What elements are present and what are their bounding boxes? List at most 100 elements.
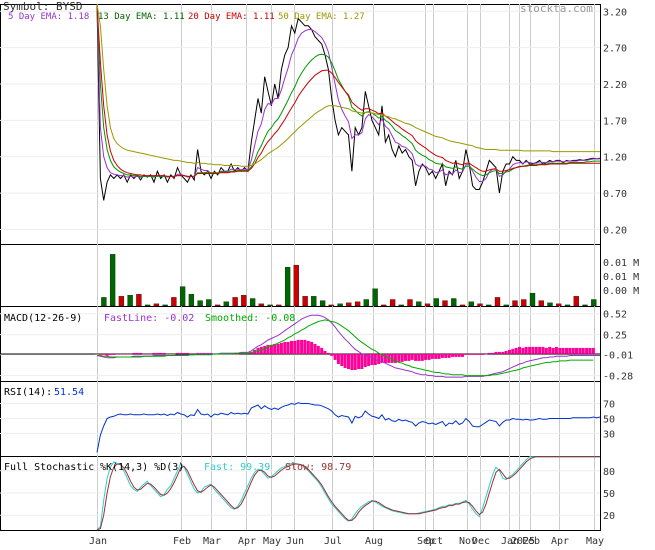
volume-bar — [109, 254, 116, 307]
macd-hist-bar — [326, 352, 330, 354]
x-tick-label: Apr — [238, 536, 256, 546]
macd-hist-bar — [504, 350, 508, 354]
volume-bar — [197, 300, 203, 307]
macd-hist-bar — [263, 345, 267, 354]
ema20-line — [96, 3, 600, 177]
macd-hist-bar — [182, 352, 186, 354]
macd-hist-bar — [286, 341, 290, 354]
volume-bar — [573, 296, 579, 307]
macd-hist-bar — [233, 353, 236, 355]
volume-bar — [512, 300, 518, 307]
macd-hist-bar — [159, 352, 163, 354]
volume-bar — [302, 296, 308, 307]
macd-hist-bar — [578, 347, 582, 354]
volume-bar — [521, 299, 527, 307]
macd-hist-bar — [541, 346, 545, 354]
macd-hist-bar — [95, 353, 99, 355]
macd-hist-bar — [162, 352, 166, 354]
macd-hist-bar — [266, 344, 270, 354]
macd-hist-bar — [340, 353, 344, 366]
rsi-title: RSI(14): — [4, 387, 52, 398]
macd-hist-bar — [122, 353, 126, 355]
volume-bar — [249, 298, 256, 307]
macd-hist-bar — [558, 347, 562, 354]
volume-bar — [136, 294, 142, 307]
volume-bar — [188, 294, 195, 307]
volume-bar — [503, 304, 509, 307]
macd-title: MACD(12-26-9) — [4, 313, 82, 324]
volume-bar — [591, 299, 597, 307]
y-tick-label: 50 — [603, 415, 615, 426]
macd-hist-bar — [306, 340, 310, 354]
volume-bar — [459, 304, 466, 307]
volume-bar — [398, 304, 404, 307]
macd-hist-bar — [320, 347, 324, 354]
macd-hist-bar — [464, 353, 468, 355]
macd-hist-bar — [269, 344, 273, 354]
y-tick-label: 30 — [603, 430, 615, 441]
macd-hist-bar — [276, 343, 280, 354]
macd-slow-label: Smoothed: -0.08 — [205, 313, 295, 324]
macd-hist-bar — [119, 353, 122, 355]
volume-bar — [118, 296, 125, 307]
macd-hist-bar — [400, 353, 404, 362]
macd-hist-bar — [142, 353, 146, 355]
volume-bar — [144, 304, 151, 307]
brand-label: stockta.com — [520, 2, 593, 15]
macd-fast-label: FastLine: -0.02 — [104, 313, 194, 324]
macd-hist-bar — [112, 353, 116, 355]
macd-hist-bar — [310, 341, 314, 354]
volume-bar — [162, 304, 168, 307]
panel-frame-price — [0, 4, 601, 245]
macd-hist-bar — [343, 353, 347, 368]
volume-bar — [468, 301, 474, 307]
macd-hist-bar — [135, 352, 139, 354]
macd-hist-bar — [447, 353, 451, 358]
y-tick-label: 0.52 — [603, 310, 627, 321]
rsi-series — [96, 402, 601, 453]
macd-hist-bar — [397, 353, 401, 362]
macd-hist-bar — [511, 348, 515, 354]
x-tick-label: Aug — [365, 536, 383, 546]
volume-bar — [477, 303, 483, 307]
macd-hist-bar — [313, 343, 317, 354]
stochastic-y-axis: 80 50 20 — [0, 467, 615, 522]
macd-hist-bar — [189, 353, 193, 355]
volume-bar — [153, 303, 160, 307]
macd-hist-bar — [454, 353, 458, 357]
ema20-label: 20 Day EMA: 1.11 — [188, 12, 275, 22]
macd-hist-bar — [273, 343, 277, 354]
macd-hist-bar — [370, 353, 374, 365]
volume-bar — [556, 303, 562, 307]
macd-hist-bar — [551, 347, 555, 354]
volume-bar — [101, 297, 107, 307]
x-tick-label: Jul — [324, 536, 342, 546]
macd-slow-line — [97, 319, 594, 377]
volume-bar — [267, 304, 273, 307]
stochastic-panel: 80 50 20 Full Stochastic %K(14,3) %D(3) Fa… — [0, 456, 615, 531]
stoch-fast-line — [96, 456, 600, 531]
macd-hist-bar — [336, 353, 340, 364]
macd-hist-bar — [360, 353, 364, 369]
macd-hist-bar — [367, 353, 371, 366]
macd-hist-bar — [484, 353, 488, 355]
macd-hist-bar — [451, 353, 454, 357]
macd-hist-bar — [236, 353, 240, 355]
x-tick-label: Dec — [472, 536, 490, 546]
rsi-panel: 70 50 30 RSI(14): 51.54 — [0, 387, 615, 453]
ema50-line — [96, 3, 600, 167]
volume-bar — [241, 295, 247, 307]
volume-bar — [407, 299, 413, 307]
rsi-value: 51.54 — [54, 387, 84, 398]
y-tick-label: 0.20 — [603, 225, 627, 236]
macd-hist-bar — [481, 353, 485, 355]
macd-hist-bar — [387, 353, 391, 363]
x-tick-label: 2025 — [511, 536, 535, 546]
macd-hist-bar — [508, 349, 511, 354]
volume-bar — [486, 304, 492, 307]
macd-hist-bar — [417, 353, 421, 361]
macd-hist-bar — [132, 352, 136, 354]
volume-bar — [547, 302, 553, 307]
macd-hist-bar — [129, 353, 132, 355]
